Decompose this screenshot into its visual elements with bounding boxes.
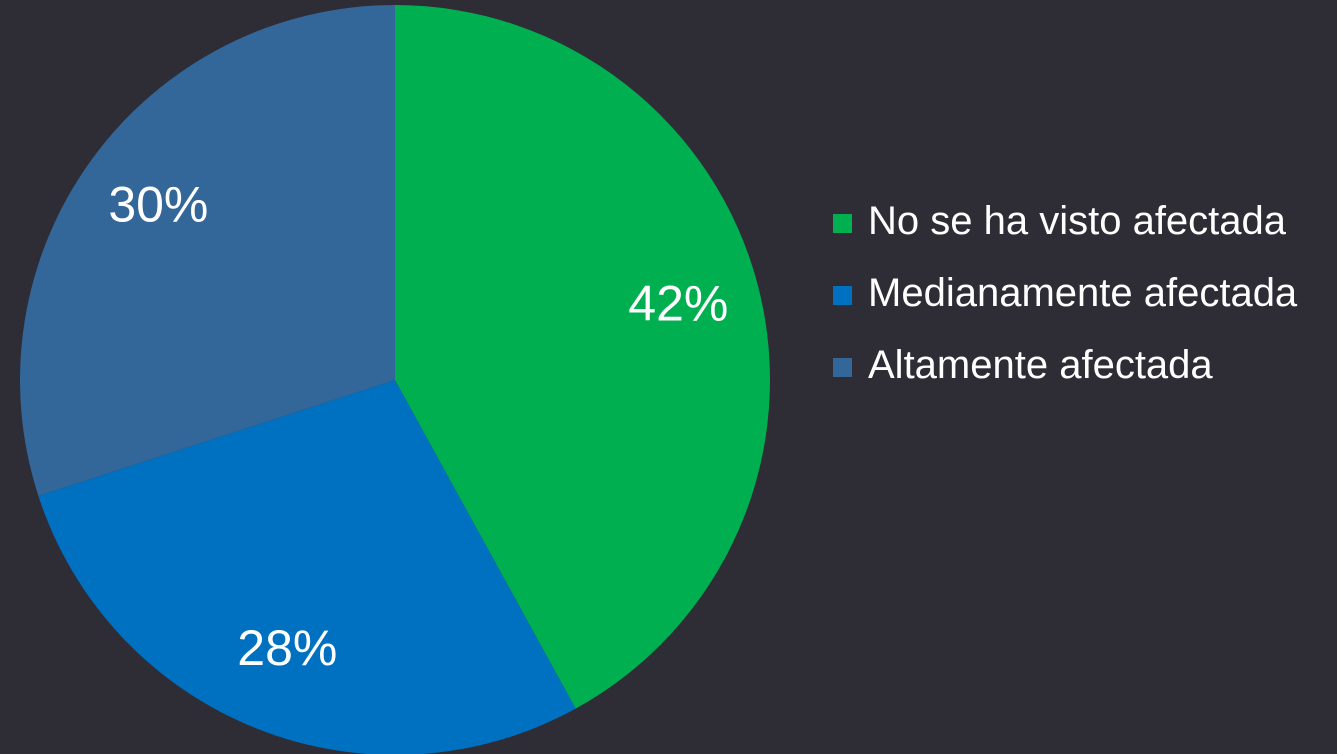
pie-slice: [395, 5, 771, 709]
pie-slice: [38, 380, 576, 754]
legend-item: Medianamente afectada: [833, 270, 1298, 316]
chart: 42% 28% 30%: [19, 5, 771, 754]
legend-label: Altamente afectada: [868, 343, 1213, 387]
data-label: 30%: [108, 176, 208, 232]
legend-label: Medianamente afectada: [868, 271, 1298, 315]
legend-label: No se ha visto afectada: [868, 199, 1287, 243]
legend-swatch: [833, 214, 852, 233]
legend-item: Altamente afectada: [833, 342, 1298, 388]
legend: No se ha visto afectada Medianamente afec…: [833, 198, 1298, 414]
data-label: 42%: [628, 275, 728, 331]
legend-swatch: [833, 286, 852, 305]
pie-slice: [19, 5, 396, 496]
legend-item: No se ha visto afectada: [833, 198, 1298, 244]
data-label: 28%: [237, 620, 337, 676]
legend-swatch: [833, 358, 852, 377]
